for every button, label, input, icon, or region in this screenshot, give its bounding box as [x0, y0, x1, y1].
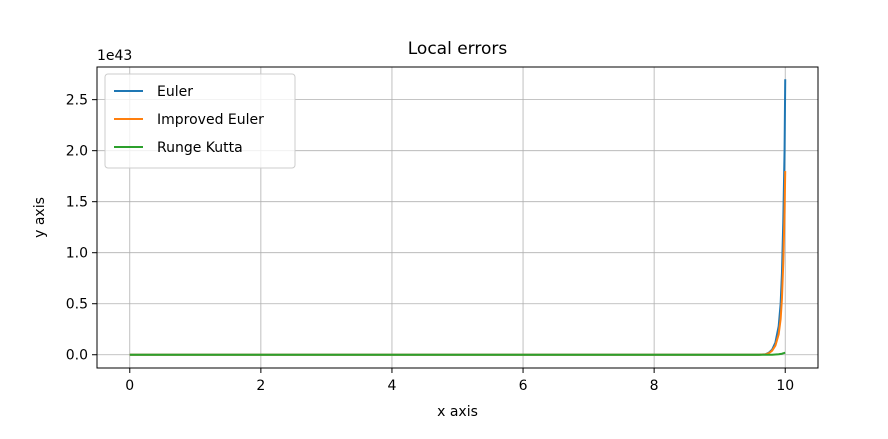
legend-entry-euler: Euler: [157, 84, 193, 100]
ticks: 0 2 4 6 8 10 0.0 0.5 1.0 1.5 2.0 2.5: [66, 93, 794, 394]
x-tick-label: 2: [256, 378, 265, 394]
legend-entry-runge-kutta: Runge Kutta: [157, 140, 243, 156]
y-tick-label: 1.5: [66, 195, 88, 211]
y-tick-label: 2.5: [66, 93, 88, 109]
x-tick-label: 0: [125, 378, 134, 394]
legend: Euler Improved Euler Runge Kutta: [104, 73, 296, 169]
y-tick-label: 2.0: [66, 144, 88, 160]
x-tick-label: 10: [776, 378, 794, 394]
y-tick-label: 1.0: [66, 246, 88, 262]
y-scale-offset-label: 1e43: [97, 48, 132, 64]
x-axis-label: x axis: [437, 404, 478, 420]
x-tick-label: 6: [519, 378, 528, 394]
y-tick-label: 0.0: [66, 348, 88, 364]
series-lines: [129, 79, 787, 356]
series-line-runge-kutta: [129, 351, 786, 356]
x-tick-label: 8: [650, 378, 659, 394]
plot-frame: [96, 66, 819, 369]
legend-box: [104, 73, 296, 169]
chart-title: Local errors: [408, 39, 508, 59]
x-tick-label: 4: [387, 378, 396, 394]
legend-entry-improved-euler: Improved Euler: [157, 112, 264, 128]
y-axis-label: y axis: [32, 197, 48, 238]
y-tick-label: 0.5: [66, 297, 88, 313]
